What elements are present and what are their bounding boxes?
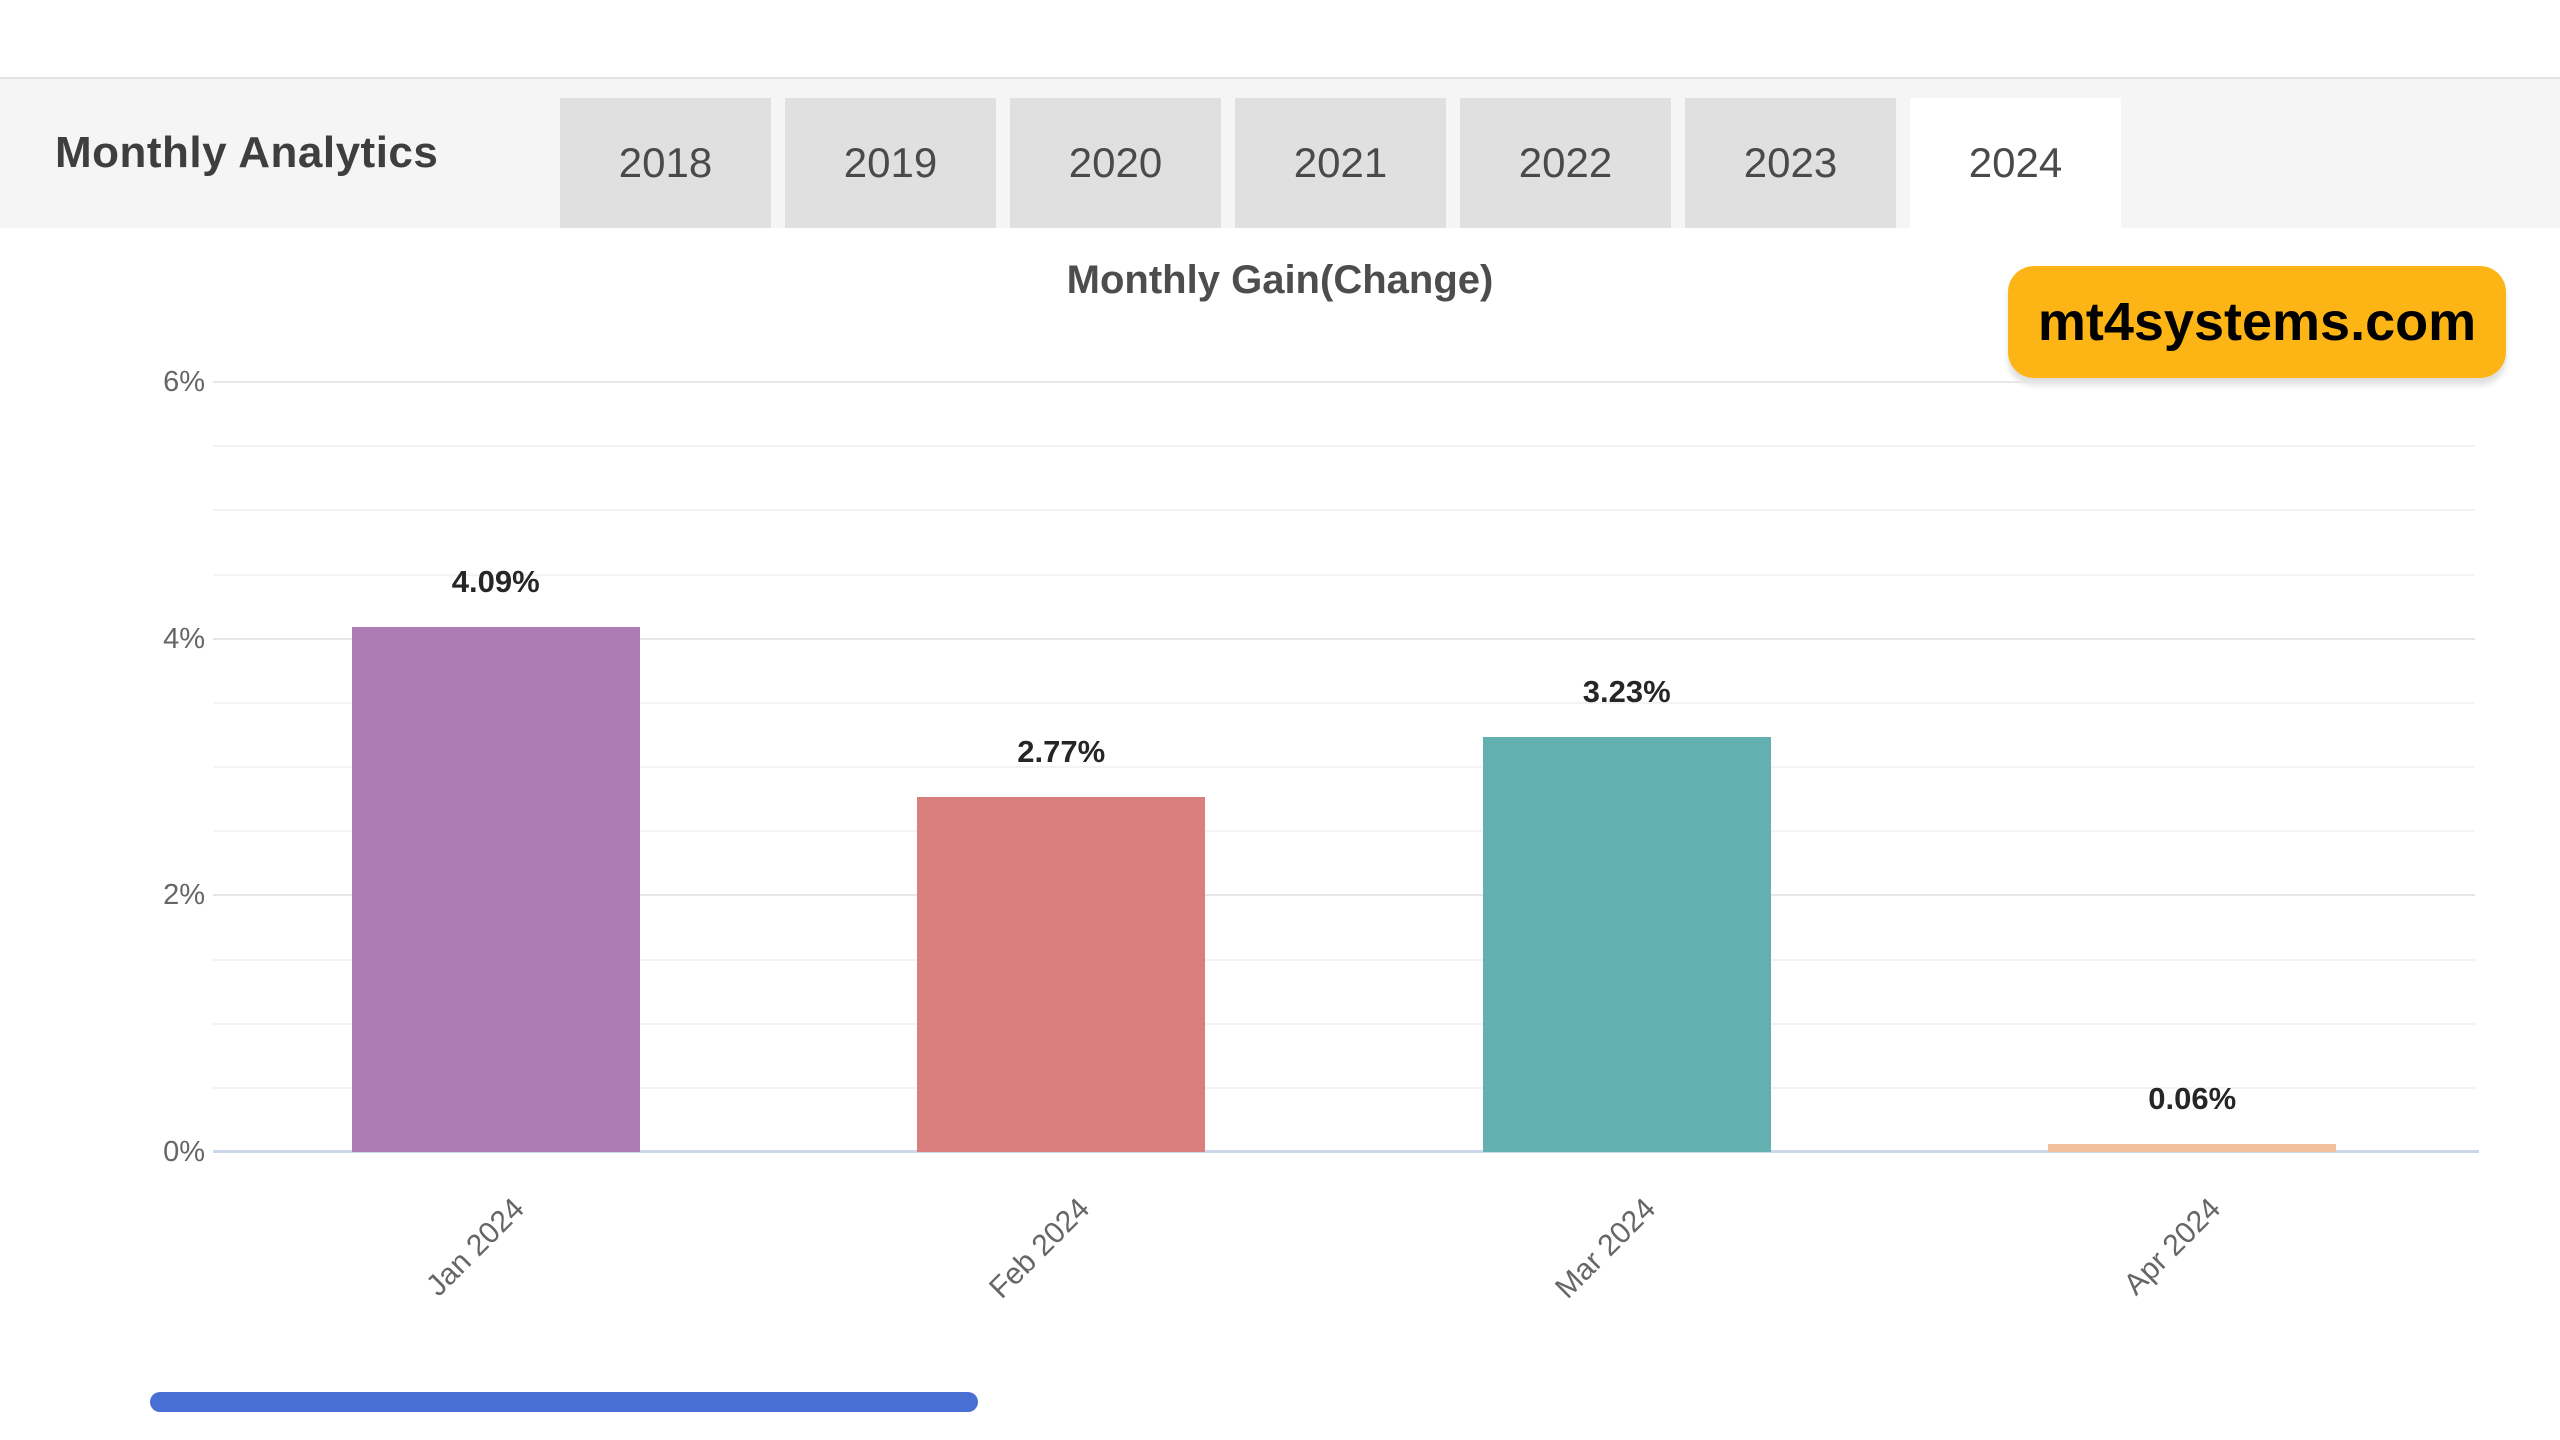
tab-2018[interactable]: 2018 (560, 98, 771, 228)
bar-value-label: 0.06% (2148, 1081, 2237, 1117)
x-axis-line (213, 1150, 2479, 1153)
bar-mar-2024[interactable] (1482, 737, 1771, 1152)
year-tabs: 2018 2019 2020 2021 2022 2023 2024 (560, 98, 2121, 228)
minor-gridline (213, 1086, 2475, 1089)
major-gridline (213, 381, 2475, 384)
bar-apr-2024[interactable] (2048, 1144, 2337, 1152)
chart-title: Monthly Gain(Change) (1066, 258, 1494, 302)
minor-gridline (213, 701, 2475, 704)
major-gridline (213, 637, 2475, 640)
bar-value-label: 3.23% (1582, 674, 1671, 710)
y-axis-label: 2% (163, 879, 205, 912)
page-title: Monthly Analytics (55, 127, 439, 177)
minor-gridline (213, 1022, 2475, 1025)
bar-value-label: 4.09% (451, 564, 540, 600)
x-axis-label: Mar 2024 (1549, 1192, 1663, 1305)
horizontal-scrollbar-thumb[interactable] (150, 1392, 978, 1412)
tab-2024[interactable]: 2024 (1910, 98, 2121, 228)
tab-2019[interactable]: 2019 (785, 98, 996, 228)
x-axis-label: Feb 2024 (983, 1192, 1097, 1305)
minor-gridline (213, 509, 2475, 512)
tab-2022[interactable]: 2022 (1460, 98, 1671, 228)
x-axis-label: Apr 2024 (2118, 1192, 2228, 1302)
tab-2020[interactable]: 2020 (1010, 98, 1221, 228)
tab-2021[interactable]: 2021 (1235, 98, 1446, 228)
x-axis-label: Jan 2024 (420, 1192, 532, 1303)
bar-jan-2024[interactable] (351, 627, 640, 1152)
minor-gridline (213, 958, 2475, 961)
minor-gridline (213, 830, 2475, 833)
minor-gridline (213, 766, 2475, 768)
minor-gridline (213, 573, 2475, 576)
y-axis-label: 4% (163, 622, 205, 655)
minor-gridline (213, 445, 2475, 448)
bar-feb-2024[interactable] (917, 796, 1206, 1152)
major-gridline (213, 894, 2475, 897)
y-axis-label: 0% (163, 1136, 205, 1168)
bar-value-label: 2.77% (1017, 733, 1106, 769)
y-axis-label: 6% (163, 366, 205, 399)
watermark-badge[interactable]: mt4systems.com (2008, 266, 2506, 378)
tab-2023[interactable]: 2023 (1685, 98, 1896, 228)
